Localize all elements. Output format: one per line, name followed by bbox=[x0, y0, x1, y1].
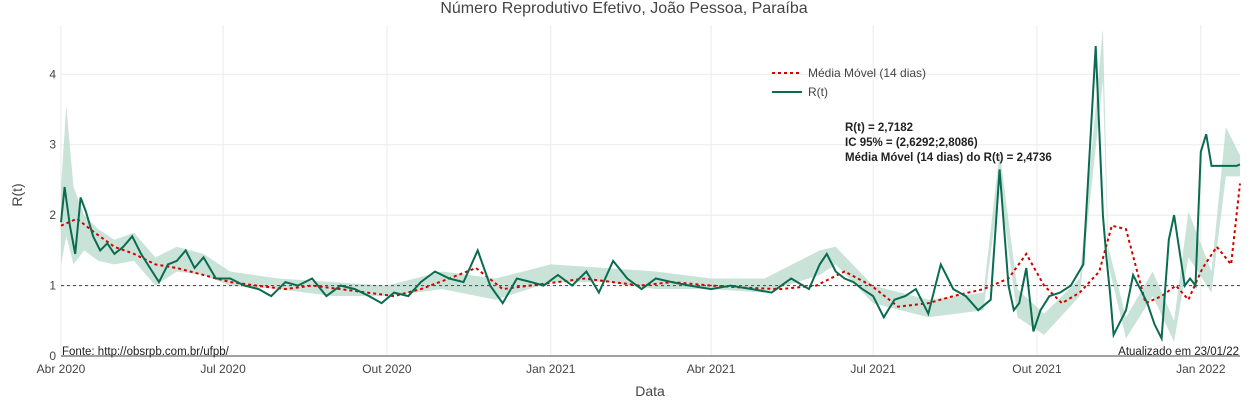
x-tick-label: Abr 2021 bbox=[687, 362, 736, 376]
updated-note: Atualizado em 23/01/22 bbox=[1118, 346, 1239, 358]
y-axis-title: R(t) bbox=[9, 183, 25, 206]
y-tick-labels: 0 1 2 3 4 bbox=[49, 67, 56, 363]
latest-value-annotation: R(t) = 2,7182 IC 95% = (2,6292;2,8086) M… bbox=[845, 122, 1052, 164]
x-tick-label: Jan 2021 bbox=[526, 362, 576, 376]
chart-title: Número Reprodutivo Efetivo, João Pessoa,… bbox=[440, 0, 807, 17]
x-tick-label: Jul 2020 bbox=[200, 362, 246, 376]
x-tick-label: Jan 2022 bbox=[1176, 362, 1226, 376]
x-tick-label: Abr 2020 bbox=[37, 362, 86, 376]
x-tick-labels: Abr 2020 Jul 2020 Out 2020 Jan 2021 Abr 2021… bbox=[37, 362, 1226, 376]
y-tick-label: 4 bbox=[49, 67, 56, 81]
legend-label-moving-average[interactable]: Média Móvel (14 dias) bbox=[808, 66, 926, 80]
x-axis-title: Data bbox=[635, 383, 665, 399]
x-tick-label: Out 2020 bbox=[362, 362, 412, 376]
annotation-ci: IC 95% = (2,6292;2,8086) bbox=[845, 137, 978, 149]
x-tick-label: Jul 2021 bbox=[850, 362, 896, 376]
x-tick-label: Out 2021 bbox=[1012, 362, 1062, 376]
ci-band bbox=[61, 28, 1240, 342]
legend-label-rt[interactable]: R(t) bbox=[808, 85, 828, 99]
annotation-rt: R(t) = 2,7182 bbox=[845, 122, 913, 134]
y-tick-label: 3 bbox=[49, 138, 56, 152]
source-note: Fonte: http://obsrpb.com.br/ufpb/ bbox=[62, 346, 230, 358]
y-tick-label: 0 bbox=[49, 349, 56, 363]
annotation-moving-average: Média Móvel (14 dias) do R(t) = 2,4736 bbox=[845, 152, 1052, 164]
legend[interactable]: Média Móvel (14 dias) R(t) bbox=[772, 66, 926, 99]
y-tick-label: 1 bbox=[49, 279, 56, 293]
y-tick-label: 2 bbox=[49, 208, 56, 222]
rt-line bbox=[60, 46, 1241, 343]
